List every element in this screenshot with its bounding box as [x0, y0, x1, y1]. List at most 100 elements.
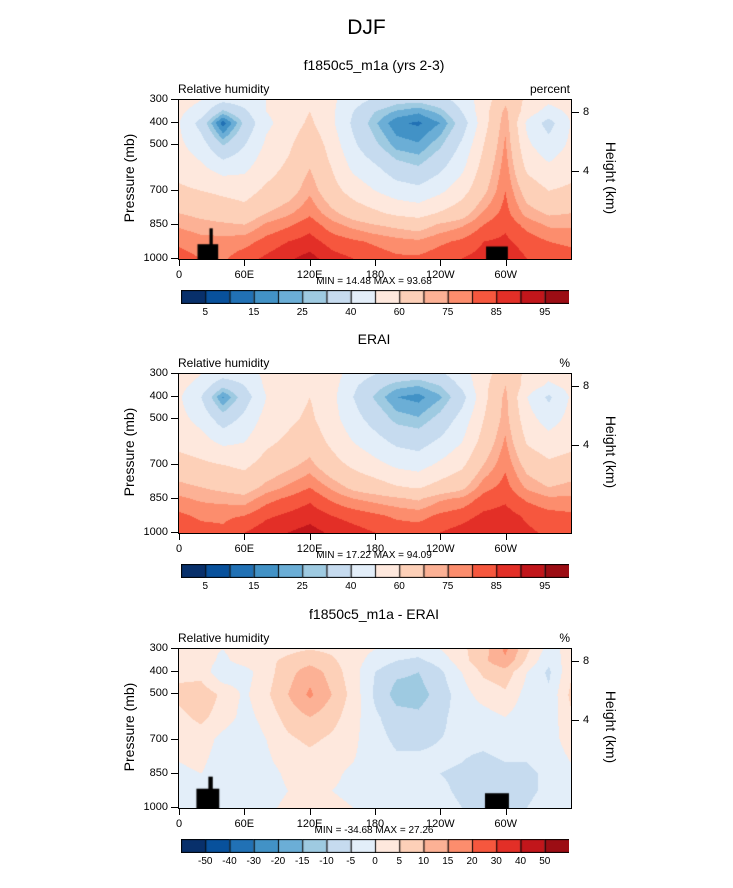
longitude-tick-label: 60W — [494, 818, 517, 830]
minmax-label: MIN = -34.68 MAX = 27.26 — [314, 825, 434, 836]
colorbar-tick-label: -50 — [198, 856, 213, 867]
colorbar-tick-label: 50 — [539, 856, 551, 867]
pressure-tick-mark — [171, 463, 178, 465]
pressure-tick-label: 850 — [149, 217, 168, 230]
pressure-tick-label: 500 — [149, 138, 168, 151]
rh-field-canvas — [179, 100, 571, 259]
pressure-tick-mark — [171, 418, 178, 420]
colorbar-labels: -50 -40 -30 -20 -15 -10 -5 0 5 10 15 20 30 40 50 — [181, 856, 569, 869]
colorbar-tick-label: 20 — [466, 856, 478, 867]
longitude-tick-mark — [309, 809, 311, 815]
pressure-tick-mark — [171, 648, 178, 649]
pressure-tick-mark — [171, 99, 178, 100]
colorbar-tick-label: 85 — [490, 307, 502, 318]
height-tick-mark — [572, 385, 579, 387]
colorbar-tick-label: 10 — [417, 856, 430, 867]
pressure-tick-label: 850 — [149, 491, 168, 504]
longitude-tick-label: 120W — [425, 543, 455, 555]
longitude-tick-label: 120E — [296, 818, 323, 830]
longitude-tick-label: 60W — [494, 543, 517, 555]
field-label: Relative humidity — [178, 356, 270, 370]
colorbar-tick-label: -20 — [270, 856, 286, 867]
longitude-tick-mark — [179, 809, 180, 815]
rh-field-canvas — [179, 649, 571, 808]
pressure-tick-label: 1000 — [143, 252, 168, 264]
height-tick-label: 8 — [583, 379, 590, 392]
height-axis-title: Height (km) — [603, 415, 619, 489]
colorbar-tick-label: -30 — [246, 856, 261, 867]
colorbar-labels: 5 15 25 40 60 75 85 95 — [181, 581, 569, 594]
contour-plot — [178, 99, 572, 260]
longitude-tick-label: 0 — [175, 818, 183, 830]
panel-title: f1850c5_m1a (yrs 2-3) — [303, 57, 445, 73]
colorbar-tick-label: 15 — [248, 581, 260, 592]
height-tick-label: 8 — [583, 105, 590, 118]
pressure-tick-mark — [171, 738, 178, 740]
pressure-tick-mark — [171, 373, 178, 374]
colorbar-tick-label: 15 — [442, 856, 454, 867]
longitude-tick-label: 120E — [296, 269, 323, 281]
longitude-tick-mark — [309, 260, 311, 266]
units-label: % — [559, 631, 570, 645]
height-axis-title: Height (km) — [603, 690, 619, 764]
pressure-tick-mark — [171, 807, 178, 808]
height-tick-label: 8 — [583, 654, 590, 667]
height-tick-mark — [572, 170, 579, 172]
colorbar-tick-label: 85 — [490, 581, 502, 592]
longitude-tick-mark — [440, 809, 442, 815]
field-label: Relative humidity — [178, 631, 270, 645]
panel-title: ERAI — [357, 331, 391, 347]
colorbar-tick-label: -15 — [295, 856, 310, 867]
pressure-tick-label: 400 — [149, 115, 168, 128]
colorbar-tick-label: 95 — [539, 307, 551, 318]
longitude-tick-label: 180 — [365, 269, 385, 281]
pressure-tick-label: 300 — [149, 642, 168, 654]
longitude-tick-mark — [375, 809, 376, 815]
height-tick-label: 4 — [583, 438, 590, 451]
longitude-tick-label: 60E — [234, 269, 255, 281]
colorbar-tick-label: 60 — [393, 581, 405, 592]
longitude-tick-label: 120W — [425, 269, 455, 281]
height-tick-mark — [572, 444, 579, 446]
longitude-tick-mark — [179, 534, 180, 540]
longitude-tick-mark — [505, 260, 507, 266]
pressure-tick-mark — [171, 144, 178, 146]
contour-plot — [178, 648, 572, 809]
pressure-tick-label: 400 — [149, 664, 168, 677]
height-tick-mark — [572, 719, 579, 721]
longitude-tick-mark — [179, 260, 180, 266]
longitude-tick-label: 0 — [175, 269, 183, 281]
minmax-label: MIN = 14.48 MAX = 93.68 — [316, 276, 432, 287]
colorbar-tick-label: 40 — [345, 307, 357, 318]
colorbar-tick-label: 30 — [490, 856, 502, 867]
colorbar-tick-label: 25 — [296, 581, 308, 592]
units-label: percent — [529, 82, 570, 96]
pressure-tick-mark — [171, 693, 178, 695]
colorbar-tick-label: 5 — [202, 581, 209, 592]
colorbar-tick-label: 40 — [514, 856, 527, 867]
colorbar-tick-label: 15 — [248, 307, 260, 318]
colorbar-tick-label: 25 — [296, 307, 308, 318]
colorbar — [181, 839, 569, 853]
longitude-tick-mark — [505, 534, 507, 540]
pressure-tick-label: 700 — [149, 457, 168, 470]
pressure-tick-mark — [171, 189, 178, 191]
longitude-tick-label: 180 — [365, 543, 385, 555]
longitude-tick-mark — [309, 534, 311, 540]
colorbar-tick-label: -40 — [222, 856, 237, 867]
pressure-tick-label: 700 — [149, 732, 168, 745]
pressure-tick-mark — [171, 258, 178, 259]
height-tick-label: 4 — [583, 164, 590, 177]
longitude-tick-label: 60E — [234, 543, 255, 555]
pressure-tick-label: 500 — [149, 412, 168, 425]
pressure-tick-mark — [171, 497, 178, 499]
longitude-tick-mark — [244, 809, 246, 815]
panel-reanalysis: ERAI Relative humidity % Pressure (mb) H… — [0, 331, 733, 606]
colorbar-tick-label: -5 — [346, 856, 356, 867]
pressure-tick-mark — [171, 121, 178, 123]
contour-plot — [178, 373, 572, 534]
colorbar-tick-label: 5 — [202, 307, 209, 318]
colorbar — [181, 290, 569, 304]
colorbar-tick-label: -10 — [319, 856, 334, 867]
pressure-tick-label: 300 — [149, 93, 168, 105]
